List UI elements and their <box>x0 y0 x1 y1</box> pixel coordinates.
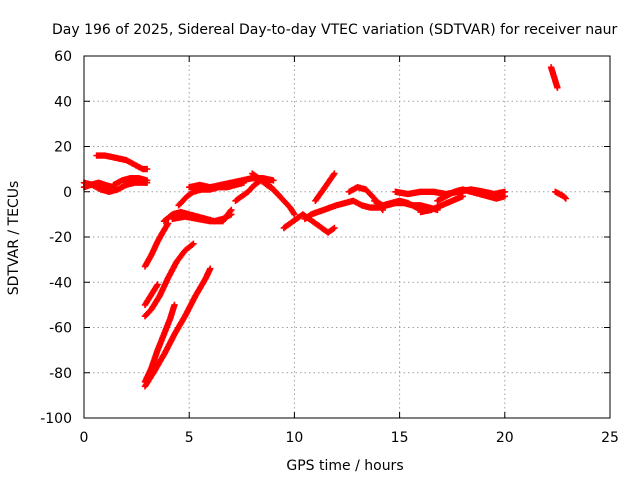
y-axis-label: SDTVAR / TECUs <box>6 181 22 296</box>
data-arc <box>141 240 197 320</box>
x-axis-label: GPS time / hours <box>286 458 403 474</box>
x-tick-label: 10 <box>285 430 303 446</box>
y-tick-label: -80 <box>49 366 72 382</box>
data-arc <box>371 197 428 214</box>
data-arc <box>547 64 561 91</box>
data-arc <box>301 202 340 223</box>
data-point-markers <box>169 206 235 225</box>
data-point-markers <box>141 220 172 270</box>
y-tick-label: 40 <box>54 94 72 110</box>
data-point-markers <box>110 175 151 189</box>
data-point-markers <box>392 186 508 198</box>
data-point-markers <box>93 152 151 173</box>
data-point-markers <box>141 240 197 320</box>
chart-title: Day 196 of 2025, Sidereal Day-to-day VTE… <box>52 22 618 38</box>
data-arc <box>141 220 172 270</box>
y-tick-label: -60 <box>49 321 72 337</box>
data-arc <box>110 175 151 189</box>
data-arc <box>392 186 508 198</box>
y-tick-label: 0 <box>63 185 72 201</box>
data-arc <box>417 193 466 216</box>
x-tick-label: 20 <box>496 430 514 446</box>
y-tick-label: 20 <box>54 140 72 156</box>
data-point-markers <box>141 265 214 390</box>
data-arc <box>312 170 338 204</box>
x-tick-label: 25 <box>601 430 619 446</box>
data-point-markers <box>249 170 298 218</box>
y-tick-label: -20 <box>49 230 72 246</box>
data-point-markers <box>141 281 161 309</box>
data-arc <box>141 281 161 309</box>
data-arc <box>249 170 298 218</box>
data-point-markers <box>312 170 338 204</box>
axis-ticks: 0 5 10 15 20 25 -100 -80 -60 -40 -20 0 20 40 60 <box>40 49 619 446</box>
x-tick-label: 15 <box>391 430 409 446</box>
data-arc <box>93 152 151 173</box>
y-tick-label: -40 <box>49 275 72 291</box>
data-arc <box>141 265 214 390</box>
x-tick-label: 0 <box>80 430 89 446</box>
data-points <box>80 64 569 390</box>
x-tick-label: 5 <box>185 430 194 446</box>
y-tick-label: -100 <box>40 411 72 427</box>
data-point-markers <box>301 202 340 223</box>
data-arc <box>169 206 235 225</box>
grid-lines <box>84 56 610 418</box>
data-point-markers <box>371 197 428 214</box>
data-arc <box>552 188 569 202</box>
data-point-markers <box>552 188 569 202</box>
data-point-markers <box>547 64 561 91</box>
y-tick-label: 60 <box>54 49 72 65</box>
data-point-markers <box>417 193 466 216</box>
